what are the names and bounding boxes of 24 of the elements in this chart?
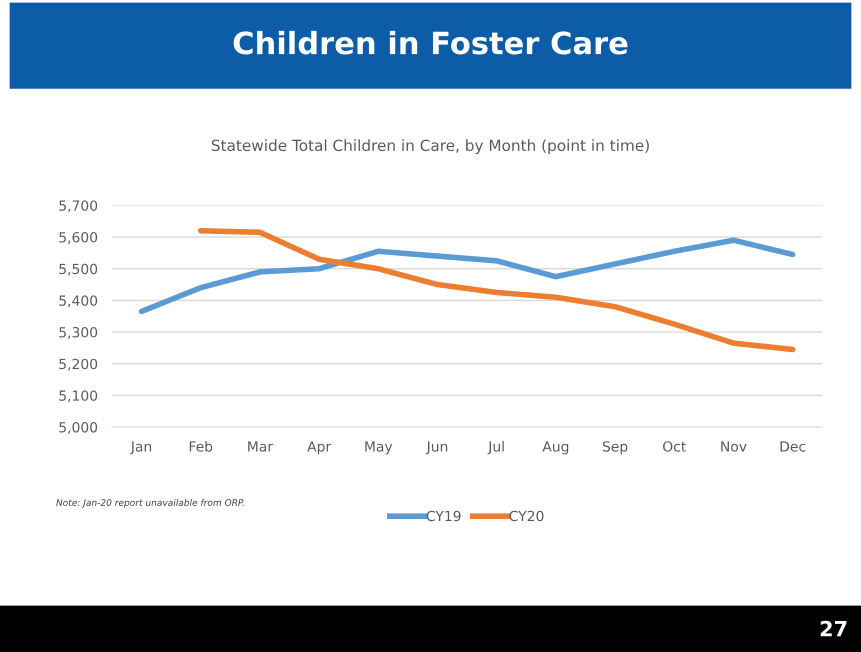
x-tick-label: Sep <box>602 441 628 454</box>
x-tick-label: Oct <box>663 441 686 452</box>
y-tick-label: 5,000 <box>59 422 98 434</box>
x-tick-label: May <box>365 441 392 454</box>
y-tick-label: 5,300 <box>59 327 98 339</box>
chart-subtitle: Statewide Total Children in Care, by Month (point in time) <box>212 139 649 154</box>
text: Note: Jan-20 report unavailable from ORP. <box>56 498 244 508</box>
x-tick-label: Apr <box>307 441 332 454</box>
y-tick-label: 5,100 <box>59 390 98 402</box>
text: 27 <box>820 620 846 636</box>
y-tick-label: 5,400 <box>59 295 98 308</box>
x-tick-label: Nov <box>721 441 747 452</box>
y-tick-label: 5,500 <box>59 264 98 276</box>
x-tick-label: Jan <box>130 441 152 454</box>
x-tick-label: Jun <box>426 441 448 454</box>
x-tick-label: Aug <box>542 441 568 454</box>
y-tick-label: 5,700 <box>59 200 98 212</box>
x-tick-label: Feb <box>190 440 212 452</box>
x-tick-label: Dec <box>780 441 806 452</box>
y-tick-label: 5,600 <box>59 232 98 244</box>
x-tick-label: Mar <box>248 441 274 452</box>
chart-title: Children in Foster Care <box>234 30 628 55</box>
y-tick-label: 5,200 <box>59 358 98 371</box>
x-tick-label: Jul <box>488 440 504 454</box>
